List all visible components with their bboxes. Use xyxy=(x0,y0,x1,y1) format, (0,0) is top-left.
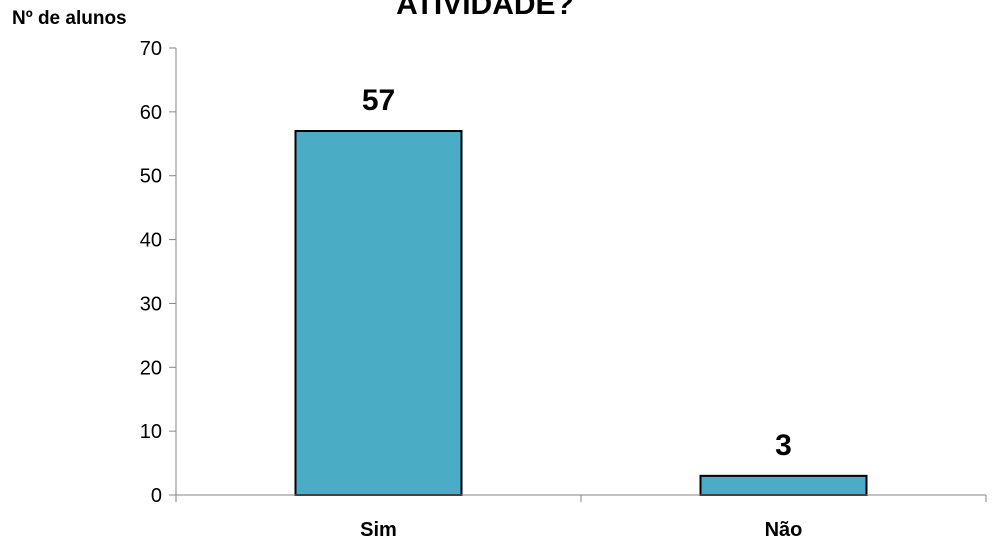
x-tick-label: Sim xyxy=(360,519,397,541)
x-tick-label: Não xyxy=(765,519,803,541)
chart-title: ATIVIDADE? xyxy=(396,0,574,21)
y-tick-label: 50 xyxy=(140,166,162,188)
y-tick-label: 10 xyxy=(140,421,162,443)
data-label: 57 xyxy=(362,84,395,117)
y-axis: 0 10 20 30 40 50 60 70 xyxy=(140,38,176,507)
x-axis: Sim Não xyxy=(175,495,987,541)
y-tick-label: 30 xyxy=(140,293,162,315)
y-tick-label: 20 xyxy=(140,357,162,379)
y-tick-label: 70 xyxy=(140,38,162,60)
y-tick-label: 60 xyxy=(140,102,162,124)
y-tick-label: 40 xyxy=(140,230,162,252)
bar xyxy=(294,130,463,496)
bars-group: 57 3 xyxy=(294,84,868,497)
y-axis-label: Nº de alunos xyxy=(12,8,127,29)
y-tick-label: 0 xyxy=(151,485,162,507)
bar xyxy=(699,474,868,497)
data-label: 3 xyxy=(775,429,792,462)
